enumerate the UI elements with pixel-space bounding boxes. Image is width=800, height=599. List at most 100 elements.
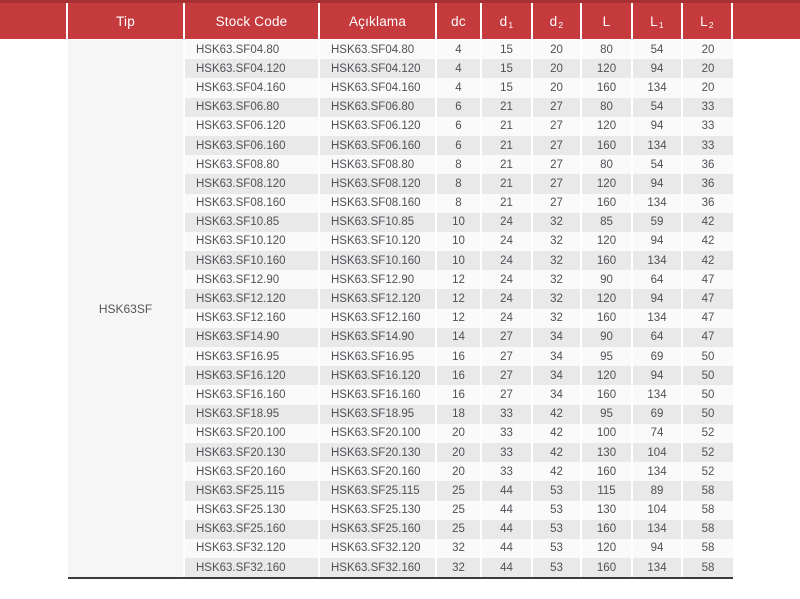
cell-stock-code: HSK63.SF12.120 bbox=[185, 289, 320, 309]
cell-l1: 134 bbox=[633, 519, 683, 539]
table-row: HSK63.SF14.90 HSK63.SF14.90 14 27 34 90 64 47 bbox=[185, 327, 733, 347]
cell-d2: 32 bbox=[533, 251, 582, 271]
cell-d2: 34 bbox=[533, 385, 582, 405]
cell-l: 160 bbox=[582, 251, 633, 271]
cell-l1: 69 bbox=[633, 347, 683, 367]
cell-aciklama: HSK63.SF20.100 bbox=[320, 423, 437, 443]
cell-d2: 20 bbox=[533, 40, 582, 60]
cell-d2: 42 bbox=[533, 462, 582, 482]
cell-l1: 94 bbox=[633, 59, 683, 79]
cell-dc: 32 bbox=[437, 538, 482, 559]
column-header-d1-label: d bbox=[499, 13, 508, 29]
cell-l: 95 bbox=[582, 347, 633, 367]
cell-d1: 27 bbox=[482, 385, 533, 405]
column-header-d1-subscript: 1 bbox=[508, 19, 514, 30]
cell-d1: 15 bbox=[482, 59, 533, 79]
table-row: HSK63.SF25.130 HSK63.SF25.130 25 44 53 130 104… bbox=[185, 500, 733, 520]
cell-l1: 94 bbox=[633, 231, 683, 252]
cell-dc: 10 bbox=[437, 231, 482, 252]
cell-l: 120 bbox=[582, 174, 633, 194]
cell-d1: 33 bbox=[482, 462, 533, 482]
cell-l1: 134 bbox=[633, 193, 683, 213]
cell-d2: 53 bbox=[533, 538, 582, 559]
cell-aciklama: HSK63.SF04.160 bbox=[320, 78, 437, 98]
cell-dc: 8 bbox=[437, 174, 482, 194]
cell-l2: 58 bbox=[683, 500, 733, 520]
cell-aciklama: HSK63.SF06.120 bbox=[320, 116, 437, 136]
cell-stock-code: HSK63.SF18.95 bbox=[185, 404, 320, 424]
cell-l: 120 bbox=[582, 538, 633, 559]
cell-stock-code: HSK63.SF12.90 bbox=[185, 270, 320, 290]
cell-stock-code: HSK63.SF06.80 bbox=[185, 97, 320, 117]
cell-l: 120 bbox=[582, 366, 633, 386]
cell-l1: 134 bbox=[633, 558, 683, 578]
cell-l2: 20 bbox=[683, 59, 733, 79]
table-row: HSK63.SF20.130 HSK63.SF20.130 20 33 42 130 104… bbox=[185, 442, 733, 463]
cell-dc: 12 bbox=[437, 308, 482, 328]
cell-d1: 24 bbox=[482, 270, 533, 290]
cell-aciklama: HSK63.SF08.120 bbox=[320, 174, 437, 194]
table-row: HSK63.SF16.160 HSK63.SF16.160 16 27 34 160 134… bbox=[185, 385, 733, 405]
cell-aciklama: HSK63.SF06.160 bbox=[320, 135, 437, 156]
cell-l2: 20 bbox=[683, 40, 733, 60]
cell-dc: 25 bbox=[437, 500, 482, 520]
cell-l1: 134 bbox=[633, 462, 683, 482]
column-header-l1-subscript: 1 bbox=[658, 19, 664, 30]
cell-l: 80 bbox=[582, 40, 633, 60]
cell-d2: 32 bbox=[533, 231, 582, 252]
cell-aciklama: HSK63.SF18.95 bbox=[320, 404, 437, 424]
cell-d2: 20 bbox=[533, 78, 582, 98]
cell-l2: 33 bbox=[683, 97, 733, 117]
cell-l1: 134 bbox=[633, 78, 683, 98]
table-row: HSK63.SF10.85 HSK63.SF10.85 10 24 32 85 59 42 bbox=[185, 212, 733, 232]
cell-dc: 14 bbox=[437, 327, 482, 347]
cell-aciklama: HSK63.SF14.90 bbox=[320, 327, 437, 347]
column-header-l-label: L bbox=[602, 13, 611, 29]
header-spacer-left bbox=[0, 3, 68, 39]
cell-d2: 53 bbox=[533, 500, 582, 520]
cell-dc: 6 bbox=[437, 135, 482, 156]
cell-l: 130 bbox=[582, 500, 633, 520]
cell-l2: 36 bbox=[683, 193, 733, 213]
cell-l2: 50 bbox=[683, 404, 733, 424]
cell-d2: 32 bbox=[533, 308, 582, 328]
cell-l: 100 bbox=[582, 423, 633, 443]
cell-dc: 4 bbox=[437, 78, 482, 98]
cell-stock-code: HSK63.SF32.120 bbox=[185, 538, 320, 559]
cell-l2: 58 bbox=[683, 519, 733, 539]
cell-l1: 134 bbox=[633, 251, 683, 271]
cell-dc: 25 bbox=[437, 519, 482, 539]
column-header-d2-label: d bbox=[549, 13, 558, 29]
cell-stock-code: HSK63.SF32.160 bbox=[185, 558, 320, 578]
table-row: HSK63.SF06.160 HSK63.SF06.160 6 21 27 160 134 3… bbox=[185, 135, 733, 156]
cell-d2: 27 bbox=[533, 135, 582, 156]
cell-stock-code: HSK63.SF16.120 bbox=[185, 366, 320, 386]
table-row: HSK63.SF16.120 HSK63.SF16.120 16 27 34 120 94 5… bbox=[185, 366, 733, 386]
cell-aciklama: HSK63.SF20.160 bbox=[320, 462, 437, 482]
cell-d1: 24 bbox=[482, 231, 533, 252]
cell-l: 160 bbox=[582, 519, 633, 539]
cell-d2: 42 bbox=[533, 423, 582, 443]
cell-d1: 27 bbox=[482, 347, 533, 367]
cell-l: 160 bbox=[582, 78, 633, 98]
table-row: HSK63.SF10.160 HSK63.SF10.160 10 24 32 160 134… bbox=[185, 251, 733, 271]
column-header-tip-label: Tip bbox=[116, 13, 135, 29]
cell-stock-code: HSK63.SF16.95 bbox=[185, 347, 320, 367]
cell-dc: 6 bbox=[437, 97, 482, 117]
cell-dc: 32 bbox=[437, 558, 482, 578]
cell-stock-code: HSK63.SF10.85 bbox=[185, 212, 320, 232]
cell-d2: 32 bbox=[533, 270, 582, 290]
cell-l2: 58 bbox=[683, 538, 733, 559]
cell-d1: 24 bbox=[482, 251, 533, 271]
cell-l1: 94 bbox=[633, 538, 683, 559]
column-header-dc: dc bbox=[437, 3, 482, 39]
cell-l1: 134 bbox=[633, 385, 683, 405]
cell-l: 160 bbox=[582, 462, 633, 482]
cell-stock-code: HSK63.SF08.80 bbox=[185, 155, 320, 175]
cell-dc: 20 bbox=[437, 442, 482, 463]
cell-l2: 50 bbox=[683, 347, 733, 367]
cell-d2: 34 bbox=[533, 366, 582, 386]
cell-d1: 21 bbox=[482, 193, 533, 213]
cell-stock-code: HSK63.SF06.120 bbox=[185, 116, 320, 136]
